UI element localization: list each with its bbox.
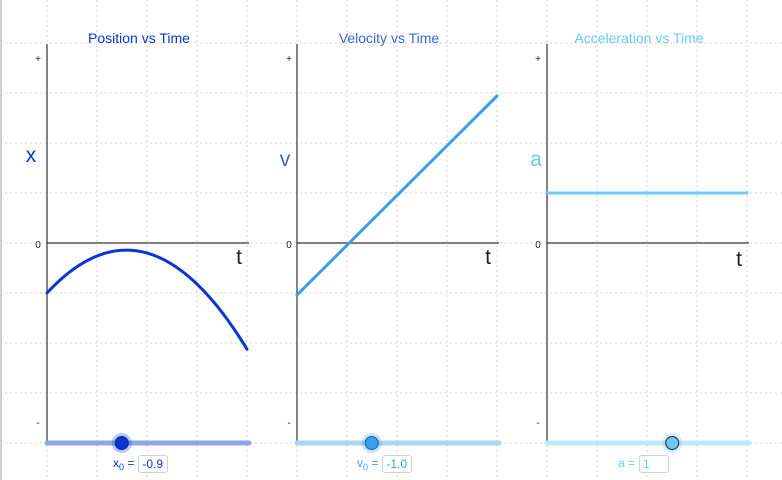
v0-slider-knob[interactable] <box>364 436 379 450</box>
a-label-text: a <box>618 456 625 470</box>
acceleration-graph: Acceleration vs Time a t + 0 - <box>530 30 752 453</box>
a-input[interactable] <box>639 455 670 473</box>
acceleration-x-label: t <box>736 248 742 271</box>
position-y-label: x <box>26 144 37 167</box>
x0-label-text: x <box>113 456 119 470</box>
acceleration-title: Acceleration vs Time <box>574 30 703 46</box>
position-x-label: t <box>236 246 242 269</box>
velocity-graph: Velocity vs Time v t + 0 - <box>280 30 502 453</box>
x0-control: x0 = <box>113 453 169 475</box>
position-title: Position vs Time <box>88 30 190 46</box>
a-label: a = <box>618 456 635 472</box>
v0-input[interactable] <box>382 455 413 473</box>
v0-label: v0 = <box>357 456 378 472</box>
x0-input[interactable] <box>138 455 169 473</box>
position-graph: Position vs Time x t + 0 - <box>26 30 252 453</box>
acceleration-y-label: a <box>530 148 542 171</box>
velocity-title: Velocity vs Time <box>339 30 440 46</box>
acceleration-tick-plus: + <box>535 54 541 65</box>
a-control: a = <box>618 453 670 475</box>
x0-equals: = <box>127 456 135 470</box>
velocity-tick-zero: 0 <box>286 240 292 251</box>
a-equals: = <box>628 456 636 470</box>
x0-label: x0 = <box>113 456 134 472</box>
acceleration-tick-zero: 0 <box>535 240 541 251</box>
a-slider-knob[interactable] <box>665 436 680 450</box>
velocity-y-label: v <box>280 148 291 171</box>
x0-label-subscript: 0 <box>119 462 125 472</box>
acceleration-tick-minus: - <box>536 418 539 429</box>
position-curve <box>45 248 249 351</box>
v0-control: v0 = <box>357 453 413 475</box>
velocity-tick-minus: - <box>287 418 290 429</box>
v0-equals: = <box>371 456 379 470</box>
position-tick-zero: 0 <box>35 240 41 251</box>
velocity-curve <box>295 94 499 297</box>
velocity-tick-plus: + <box>286 54 292 65</box>
x0-slider-knob[interactable] <box>114 436 129 450</box>
position-tick-minus: - <box>36 418 39 429</box>
v0-label-text: v <box>357 456 363 470</box>
v0-label-subscript: 0 <box>363 462 369 472</box>
velocity-x-label: t <box>485 246 491 269</box>
position-tick-plus: + <box>35 54 41 65</box>
